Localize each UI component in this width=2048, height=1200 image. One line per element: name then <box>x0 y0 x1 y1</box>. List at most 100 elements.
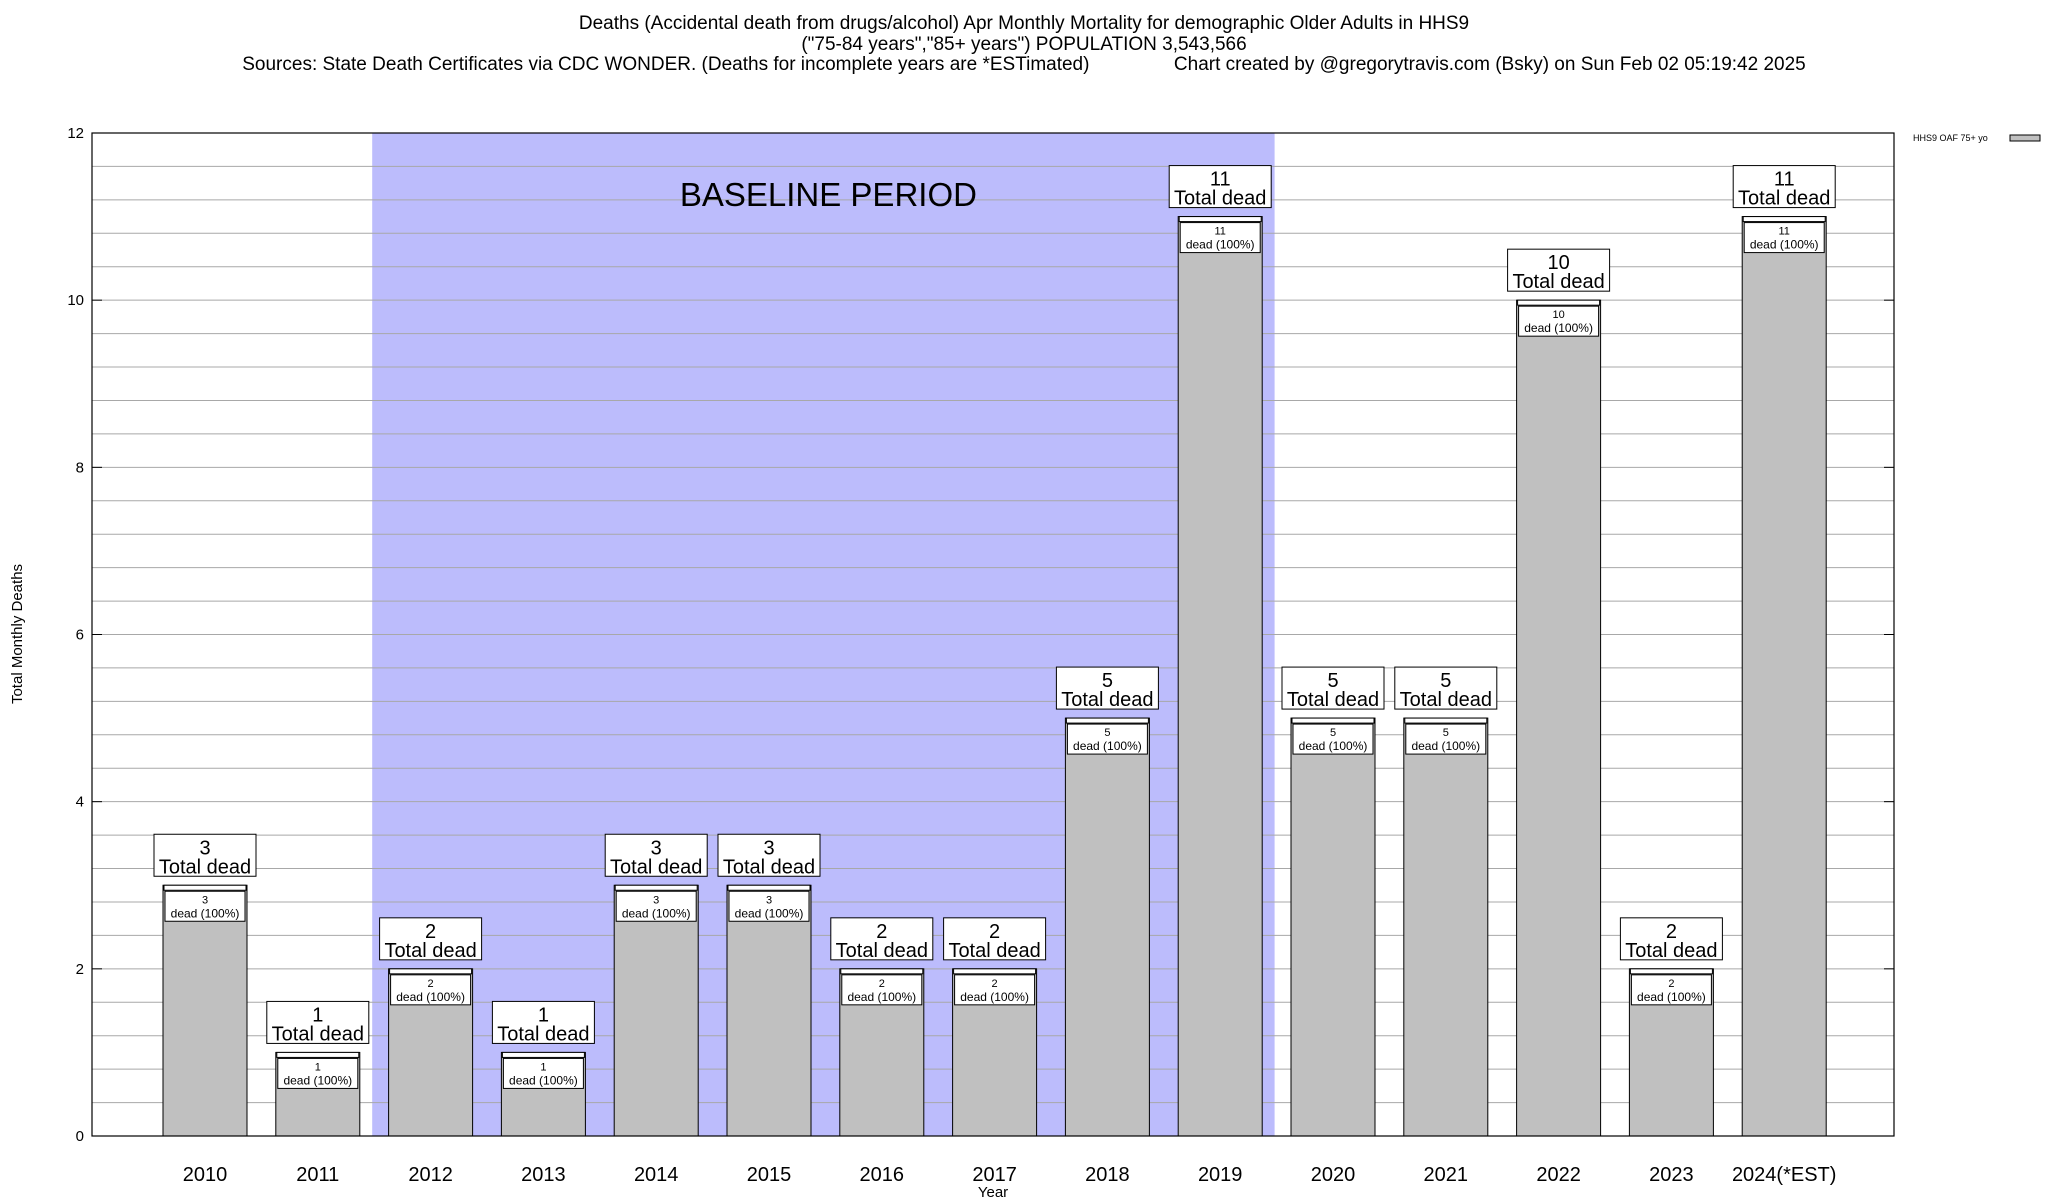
x-tick-label: 2015 <box>747 1164 792 1186</box>
y-tick-label: 6 <box>76 627 84 644</box>
bar-inner-value: 5 <box>1104 727 1110 739</box>
bar-inner-label-box <box>1518 305 1600 337</box>
total-label-box <box>717 833 821 877</box>
bar-2015 <box>726 884 812 1137</box>
total-label-box <box>943 917 1047 961</box>
baseline-period-label: BASELINE PERIOD <box>680 176 977 213</box>
total-label-text: Total dead <box>1287 689 1379 711</box>
bar-2024(*EST) <box>1741 216 1827 1137</box>
bar-cap <box>1629 968 1713 975</box>
x-tick-label: 2019 <box>1198 1164 1243 1186</box>
bar-inner-label-box <box>1405 723 1487 755</box>
bar-inner-value: 2 <box>879 978 885 990</box>
bar-inner-value: 1 <box>315 1061 321 1073</box>
bar-cap <box>1404 717 1488 724</box>
total-label-box <box>1281 666 1385 710</box>
bar-inner-label-box <box>1743 222 1825 254</box>
bar-inner-label: dead (100%) <box>509 1073 578 1087</box>
total-label-box <box>266 1000 370 1044</box>
bar-inner-label: dead (100%) <box>1411 739 1480 753</box>
bar-inner-value: 3 <box>202 894 208 906</box>
bar-cap <box>1742 216 1826 223</box>
bar-cap <box>953 968 1037 975</box>
bar-inner-label: dead (100%) <box>960 990 1029 1004</box>
bar-inner-label: dead (100%) <box>1524 321 1593 335</box>
total-label-text: Total dead <box>836 940 928 962</box>
total-label-value: 5 <box>1102 670 1113 692</box>
bar-inner-label: dead (100%) <box>1299 739 1368 753</box>
bar-inner-label-box <box>1292 723 1374 755</box>
bar-2014 <box>613 884 699 1137</box>
bar-inner-label: dead (100%) <box>396 990 465 1004</box>
total-label-box <box>1507 248 1611 292</box>
legend-label: HHS9 OAF 75+ yo <box>1913 133 1988 143</box>
total-label-text: Total dead <box>1738 188 1830 210</box>
bar-inner-value: 3 <box>766 894 772 906</box>
bar-inner-value: 2 <box>992 978 998 990</box>
total-label-text: Total dead <box>497 1023 589 1045</box>
total-label-text: Total dead <box>610 856 702 878</box>
bar-2010 <box>162 884 248 1137</box>
bar-cap <box>727 884 811 891</box>
bar-inner-value: 5 <box>1330 727 1336 739</box>
bar-inner-value: 3 <box>653 894 659 906</box>
x-tick-label: 2024(*EST) <box>1732 1164 1837 1186</box>
bar-inner-label-box <box>1630 974 1712 1006</box>
x-tick-label: 2010 <box>183 1164 228 1186</box>
bar-cap <box>614 884 698 891</box>
y-tick-label: 12 <box>67 125 84 142</box>
bar-inner-label-box <box>728 890 810 922</box>
bar-cap <box>1517 299 1601 306</box>
total-label-text: Total dead <box>1400 689 1492 711</box>
total-label-value: 1 <box>312 1004 323 1026</box>
bar-inner-label-box <box>615 890 697 922</box>
total-label-value: 1 <box>538 1004 549 1026</box>
total-label-value: 2 <box>1666 921 1677 943</box>
chart-title-line-3: Sources: State Death Certificates via CD… <box>242 54 1806 75</box>
bar-cap <box>501 1051 585 1058</box>
total-label-box <box>1732 165 1836 209</box>
bar-cap <box>1178 216 1262 223</box>
total-label-text: Total dead <box>1625 940 1717 962</box>
total-label-value: 5 <box>1440 670 1451 692</box>
total-label-box <box>1055 666 1159 710</box>
total-label-value: 11 <box>1774 169 1795 191</box>
total-label-box <box>153 833 257 877</box>
total-label-text: Total dead <box>384 940 476 962</box>
bar-inner-label: dead (100%) <box>1186 238 1255 252</box>
bar-inner-value: 5 <box>1443 727 1449 739</box>
total-label-value: 2 <box>425 921 436 943</box>
x-tick-label: 2011 <box>296 1164 339 1186</box>
bar-inner-label: dead (100%) <box>1750 238 1819 252</box>
total-label-box <box>1619 917 1723 961</box>
total-label-value: 11 <box>1210 169 1231 191</box>
bar-inner-label-box <box>502 1057 584 1089</box>
bar-inner-label: dead (100%) <box>283 1073 352 1087</box>
total-label-text: Total dead <box>272 1023 364 1045</box>
bar-inner-value: 2 <box>428 978 434 990</box>
x-tick-label: 2022 <box>1536 1164 1581 1186</box>
bar-inner-label-box <box>1066 723 1148 755</box>
total-label-value: 3 <box>199 837 210 859</box>
bar-cap <box>389 968 473 975</box>
total-label-text: Total dead <box>159 856 251 878</box>
chart-title-line-2: ("75-84 years","85+ years") POPULATION 3… <box>801 34 1247 55</box>
bar-inner-label-box <box>954 974 1036 1006</box>
bar-inner-label-box <box>841 974 923 1006</box>
bar-inner-value: 11 <box>1214 226 1225 238</box>
total-label-value: 10 <box>1547 252 1569 274</box>
bar-inner-value: 11 <box>1778 226 1789 238</box>
bar-inner-value: 1 <box>540 1061 546 1073</box>
bar-inner-label: dead (100%) <box>735 906 804 920</box>
total-label-box <box>604 833 708 877</box>
total-label-text: Total dead <box>1061 689 1153 711</box>
bar-inner-label-box <box>390 974 472 1006</box>
y-tick-label: 2 <box>76 961 84 978</box>
bar-inner-label-box <box>164 890 246 922</box>
total-label-box <box>379 917 483 961</box>
total-label-value: 5 <box>1327 670 1338 692</box>
bar-inner-value: 2 <box>1668 978 1674 990</box>
bar-2022 <box>1516 299 1602 1137</box>
total-label-box <box>491 1000 595 1044</box>
